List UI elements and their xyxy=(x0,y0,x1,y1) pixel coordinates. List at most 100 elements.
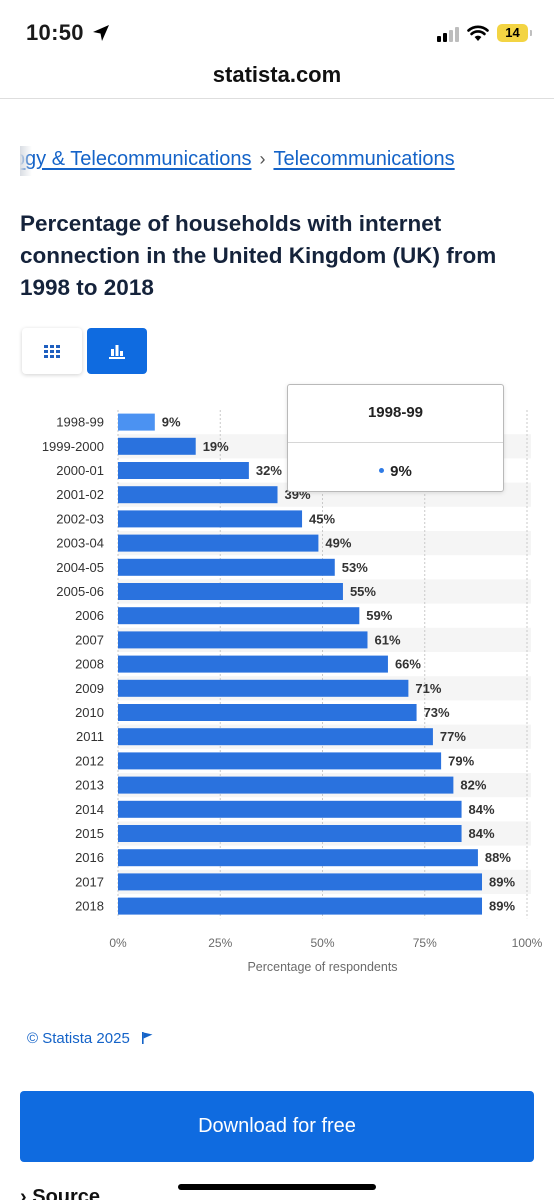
category-label: 2009 xyxy=(75,681,104,696)
bar xyxy=(118,897,483,915)
series-dot-icon xyxy=(379,468,385,473)
bar xyxy=(118,558,335,576)
source-label: Source xyxy=(32,1186,101,1200)
category-label: 2015 xyxy=(75,826,104,841)
category-label: 2011 xyxy=(76,729,104,744)
category-label: 2006 xyxy=(75,608,104,623)
data-label: 59% xyxy=(366,608,392,623)
data-label: 89% xyxy=(489,899,515,914)
bar xyxy=(118,800,462,818)
bar xyxy=(118,679,409,697)
bar xyxy=(118,704,417,721)
tooltip-divider xyxy=(288,442,503,443)
source-section[interactable]: › Source xyxy=(20,1186,100,1200)
category-label: 2008 xyxy=(75,657,104,672)
data-label: 89% xyxy=(489,874,515,889)
data-label: 45% xyxy=(309,511,335,526)
bar xyxy=(118,728,433,746)
tooltip-value-row: 9% xyxy=(288,463,503,480)
chart-view-button[interactable] xyxy=(87,328,147,374)
breadcrumb-chevron-icon: › xyxy=(259,149,266,169)
bar xyxy=(118,873,483,891)
flag-icon[interactable] xyxy=(141,1032,153,1044)
chevron-right-icon: › xyxy=(20,1186,27,1200)
bar xyxy=(118,825,462,842)
cellular-signal-icon xyxy=(437,27,459,42)
category-label: 2002-03 xyxy=(56,511,104,526)
bar xyxy=(118,631,368,649)
download-button[interactable]: Download for free xyxy=(20,1091,534,1162)
data-label: 71% xyxy=(415,681,441,696)
location-arrow-icon xyxy=(93,25,109,41)
category-label: 2017 xyxy=(75,874,104,889)
bar xyxy=(118,437,196,455)
category-label: 2005-06 xyxy=(56,584,104,599)
data-label: 61% xyxy=(374,632,400,647)
data-label: 84% xyxy=(469,826,495,841)
table-view-button[interactable] xyxy=(22,328,82,374)
data-label: 9% xyxy=(162,415,181,430)
data-label: 19% xyxy=(203,439,229,454)
breadcrumb-telecommunications[interactable]: Telecommunications xyxy=(273,148,455,170)
bar xyxy=(118,849,478,867)
data-label: 79% xyxy=(448,753,474,768)
data-label: 88% xyxy=(485,850,511,865)
category-label: 2016 xyxy=(75,850,104,865)
grid-icon xyxy=(44,344,60,358)
bar xyxy=(118,486,278,504)
bar xyxy=(118,583,343,600)
category-label: 2010 xyxy=(75,705,104,720)
category-label: 2018 xyxy=(75,899,104,914)
home-indicator xyxy=(178,1184,376,1190)
url-divider xyxy=(0,98,554,99)
breadcrumb: Technology & Telecommunications › Telecomm… xyxy=(20,146,534,176)
x-tick-label: 0% xyxy=(109,936,127,950)
data-label: 32% xyxy=(256,463,282,478)
page-title: Percentage of households with internet c… xyxy=(20,211,497,300)
bar xyxy=(118,462,249,479)
copyright-text: © Statista 2025 xyxy=(27,1030,130,1047)
status-bar: 10:50 14 xyxy=(0,0,554,60)
x-axis-label: Percentage of respondents xyxy=(247,960,397,974)
category-label: 1998-99 xyxy=(56,415,104,430)
tooltip-title: 1998-99 xyxy=(367,404,424,421)
data-label: 73% xyxy=(424,705,450,720)
category-label: 1999-2000 xyxy=(42,439,104,454)
x-tick-label: 25% xyxy=(208,936,232,950)
category-label: 2000-01 xyxy=(56,463,104,478)
data-label: 66% xyxy=(395,657,421,672)
data-label: 77% xyxy=(440,729,466,744)
bar xyxy=(118,510,303,528)
x-tick-label: 50% xyxy=(310,936,334,950)
data-label: 49% xyxy=(325,536,351,551)
bar xyxy=(118,534,319,552)
bar xyxy=(118,752,442,770)
chart-tooltip: 1998-99 9% xyxy=(287,384,504,492)
category-label: 2007 xyxy=(75,632,104,647)
data-label: 55% xyxy=(350,584,376,599)
data-label: 53% xyxy=(342,560,368,575)
tooltip-value: 9% xyxy=(390,463,412,480)
category-label: 2003-04 xyxy=(56,536,104,551)
battery-icon: 14 xyxy=(497,24,532,42)
category-label: 2004-05 xyxy=(56,560,104,575)
bar xyxy=(118,655,388,673)
status-time: 10:50 xyxy=(26,20,84,45)
data-label: 82% xyxy=(460,778,486,793)
category-label: 2013 xyxy=(75,778,104,793)
category-label: 2014 xyxy=(75,802,104,817)
breadcrumb-scroll-fade xyxy=(20,146,32,176)
url-bar[interactable]: statista.com xyxy=(212,62,342,87)
x-tick-label: 100% xyxy=(512,936,543,950)
wifi-icon xyxy=(467,25,489,41)
bar xyxy=(118,776,454,794)
category-label: 2001-02 xyxy=(56,487,104,502)
bar-chart-icon xyxy=(109,344,125,359)
category-label: 2012 xyxy=(75,753,104,768)
bar xyxy=(118,413,155,431)
x-tick-label: 75% xyxy=(413,936,437,950)
data-label: 84% xyxy=(469,802,495,817)
breadcrumb-technology[interactable]: Technology & Telecommunications xyxy=(20,148,252,170)
copyright-link[interactable]: © Statista 2025 xyxy=(27,1030,153,1047)
bar xyxy=(118,607,360,625)
